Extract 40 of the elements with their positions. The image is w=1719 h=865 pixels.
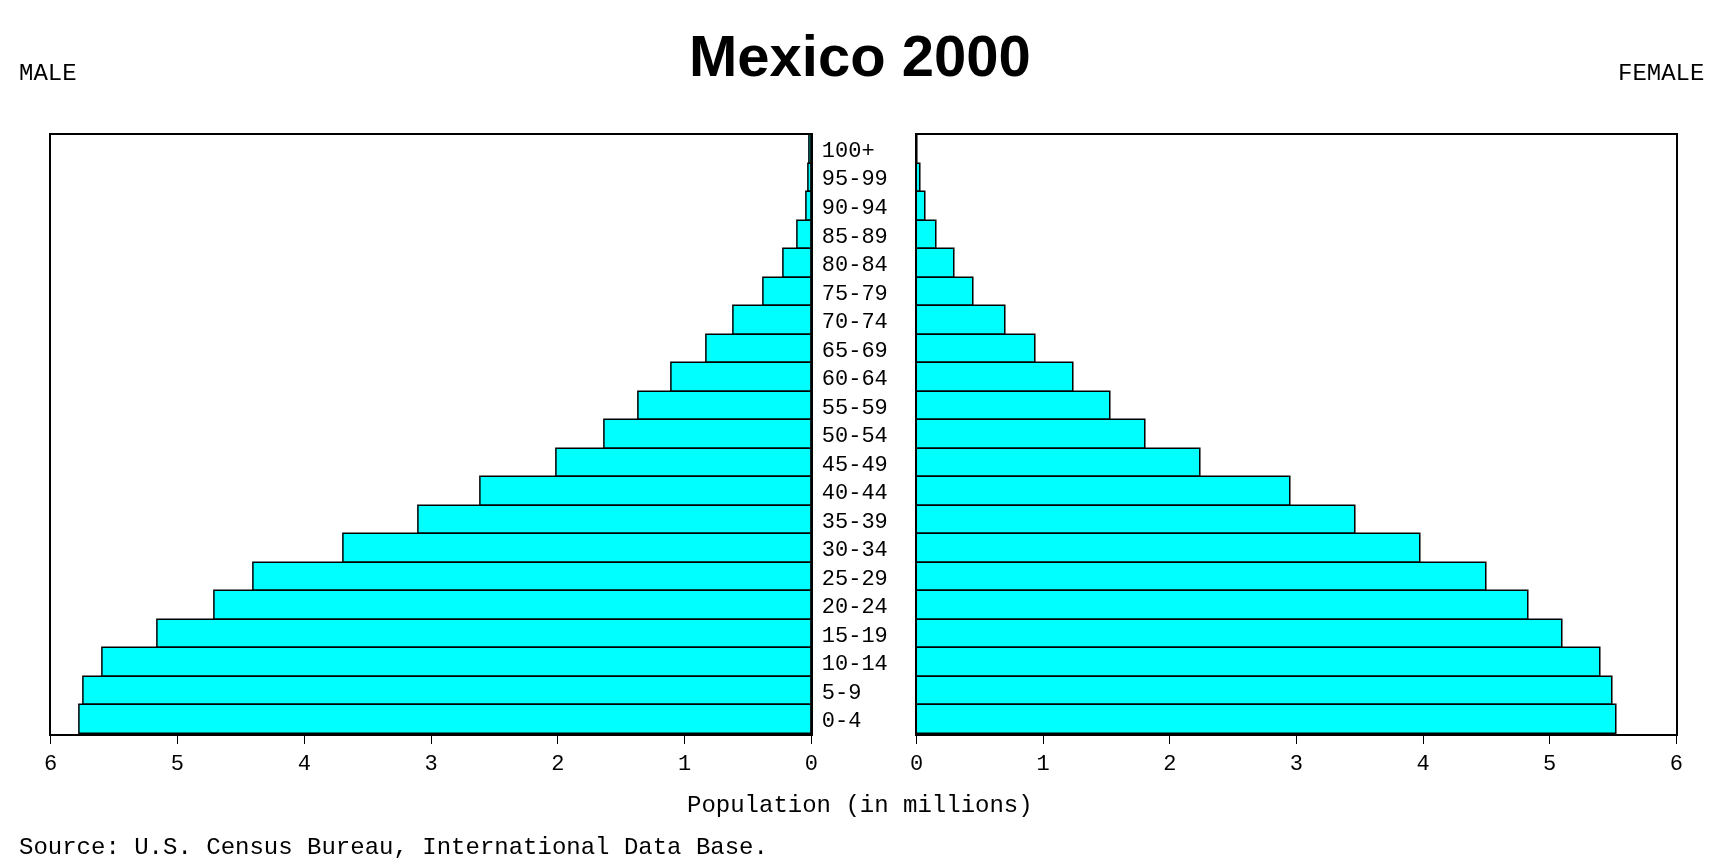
x-tick-label: 2 [551,752,565,778]
y-tick-label: 30-34 [821,538,888,564]
y-tick-label: 15-19 [821,623,888,649]
y-tick-label: 85-89 [821,224,888,250]
y-tick-label: 5-9 [821,680,862,706]
y-tick-label: 70-74 [821,310,888,336]
text: MALE [19,60,77,87]
y-tick-label: 100+ [821,138,875,164]
y-tick-label: 40-44 [821,481,888,507]
y-tick-label: 20-24 [821,595,888,621]
y-tick-label: 75-79 [821,281,888,307]
x-tick-label: 4 [1416,752,1430,778]
x-tick-label: 2 [1163,752,1177,778]
x-tick-label: 6 [1669,752,1683,778]
y-tick-label: 25-29 [821,566,888,592]
x-tick-label: 5 [170,752,185,778]
y-tick-label: 45-49 [821,452,888,478]
y-tick-label: 50-54 [821,424,888,450]
x-tick-label: 1 [678,752,692,778]
x-tick-label: 0 [909,752,924,778]
x-axis-title: Population (in millions) [687,792,1033,819]
x-tick-label: 5 [1543,752,1557,778]
x-tick-label: 3 [1289,752,1304,778]
x-tick-label: 0 [804,752,818,778]
y-tick-label: 90-94 [821,196,888,222]
x-tick-label: 4 [297,752,311,778]
y-tick-label: 0-4 [821,709,862,735]
y-tick-label: 95-99 [821,167,888,193]
source-note: Source: U.S. Census Bureau, International Data Base. [19,834,768,861]
chart-title: Mexico 2000 [689,23,1031,88]
x-tick-label: 3 [424,752,438,778]
x-tick-label: 6 [44,752,58,778]
y-tick-label: 35-39 [821,509,888,535]
y-tick-label: 80-84 [821,253,888,279]
x-tick-label: 1 [1036,752,1050,778]
y-tick-label: 65-69 [821,338,888,364]
y-tick-label: 55-59 [821,395,888,421]
text: FEMALE [1618,60,1705,87]
y-tick-label: 60-64 [821,367,888,393]
y-tick-label: 10-14 [821,652,888,678]
